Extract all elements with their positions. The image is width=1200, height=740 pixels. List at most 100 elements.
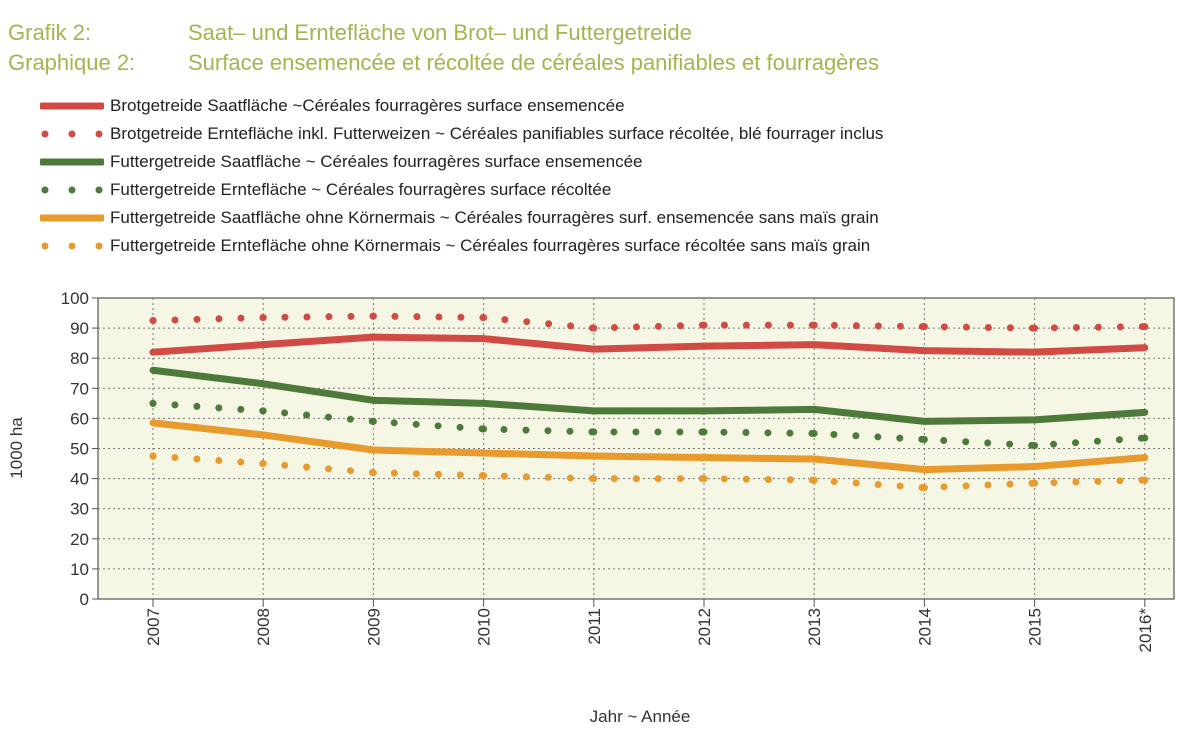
data-point [592,409,596,413]
data-point [149,452,157,460]
series-line [149,366,1149,425]
data-point [151,421,155,425]
data-point [590,428,598,436]
legend-item: Brotgetreide Erntefläche inkl. Futterwei… [40,120,883,148]
y-tick-label: 70 [70,379,89,398]
data-point [702,344,706,348]
data-point [920,484,928,492]
x-tick-label: 2015 [1026,608,1045,646]
data-point [592,454,596,458]
x-tick-label: 2016* [1136,608,1155,653]
data-point [700,475,708,483]
legend-label: Futtergetreide Erntefläche ohne Körnerma… [110,236,871,255]
y-tick-label: 60 [70,409,89,428]
legend-swatch [40,100,104,112]
data-point [259,460,267,468]
y-tick-label: 10 [70,560,89,579]
y-tick-label: 90 [70,319,89,338]
data-point [149,317,157,325]
legend-swatch [40,240,104,252]
title-text-fr: Surface ensemencée et récoltée de céréal… [188,50,879,75]
x-tick-label: 2014 [915,608,934,646]
x-tick-label: 2010 [475,608,494,646]
legend-item: Futtergetreide Saatfläche ~ Céréales fou… [40,148,883,176]
data-point [371,448,375,452]
legend-swatch [40,212,104,224]
data-point [480,314,488,322]
x-tick-label: 2009 [364,608,383,646]
legend-label: Futtergetreide Saatfläche ~ Céréales fou… [110,152,643,171]
data-point [369,417,377,425]
series-line [149,419,1149,474]
data-point [1143,410,1147,414]
data-point [151,368,155,372]
data-point [1031,479,1039,487]
data-point [590,324,598,332]
title-key-de: Grafik 2: [8,20,92,45]
data-point [1033,465,1037,469]
data-point [812,407,816,411]
series-line [149,333,1149,356]
data-point [1031,324,1039,332]
y-tick-label: 40 [70,470,89,489]
legend-swatch [40,128,104,140]
y-axis-label: 1000 ha [7,417,26,479]
legend-label: Brotgetreide Erntefläche inkl. Futterwei… [110,124,884,143]
y-tick-label: 80 [70,349,89,368]
legend-swatch [40,156,104,168]
y-tick-label: 50 [70,440,89,459]
legend-label: Futtergetreide Saatfläche ohne Körnermai… [110,208,879,227]
data-point [482,401,486,405]
data-point [259,314,267,322]
y-tick-label: 30 [70,500,89,519]
data-point [920,435,928,443]
data-point [592,347,596,351]
data-point [1141,323,1149,331]
data-point [259,407,267,415]
data-point [1143,456,1147,460]
data-point [922,468,926,472]
y-tick-label: 0 [80,590,89,609]
legend-item: Futtergetreide Erntefläche ohne Körnerma… [40,232,883,260]
legend: Brotgetreide Saatfläche ~Céréales fourra… [40,92,883,260]
legend-item: Brotgetreide Saatfläche ~Céréales fourra… [40,92,883,120]
data-point [1033,350,1037,354]
data-point [812,343,816,347]
legend-label: Brotgetreide Saatfläche ~Céréales fourra… [110,96,625,115]
data-point [1031,441,1039,449]
legend-swatch [40,184,104,196]
x-tick-label: 2013 [805,608,824,646]
data-point [482,451,486,455]
data-point [590,475,598,483]
x-tick-label: 2011 [585,608,604,645]
data-point [922,419,926,423]
data-point [810,476,818,484]
data-point [480,425,488,433]
data-point [702,409,706,413]
data-point [369,312,377,320]
y-tick-label: 100 [61,289,89,308]
data-point [1143,346,1147,350]
x-tick-label: 2008 [254,608,273,646]
x-tick-label: 2007 [144,608,163,646]
data-point [812,457,816,461]
data-point [151,350,155,354]
legend-label: Futtergetreide Erntefläche ~ Céréales fo… [110,180,612,199]
data-point [700,428,708,436]
data-point [1141,434,1149,442]
data-point [261,343,265,347]
data-point [261,382,265,386]
data-point [810,321,818,329]
data-point [1141,476,1149,484]
data-point [922,349,926,353]
title-text-de: Saat– und Erntefläche von Brot– und Futt… [188,20,692,45]
title-key-fr: Graphique 2: [8,50,136,75]
x-axis-label: Jahr ~ Année [590,707,691,726]
data-point [700,321,708,329]
y-tick-label: 20 [70,530,89,549]
data-point [371,335,375,339]
data-point [261,433,265,437]
data-point [369,469,377,477]
legend-item: Futtergetreide Erntefläche ~ Céréales fo… [40,176,883,204]
